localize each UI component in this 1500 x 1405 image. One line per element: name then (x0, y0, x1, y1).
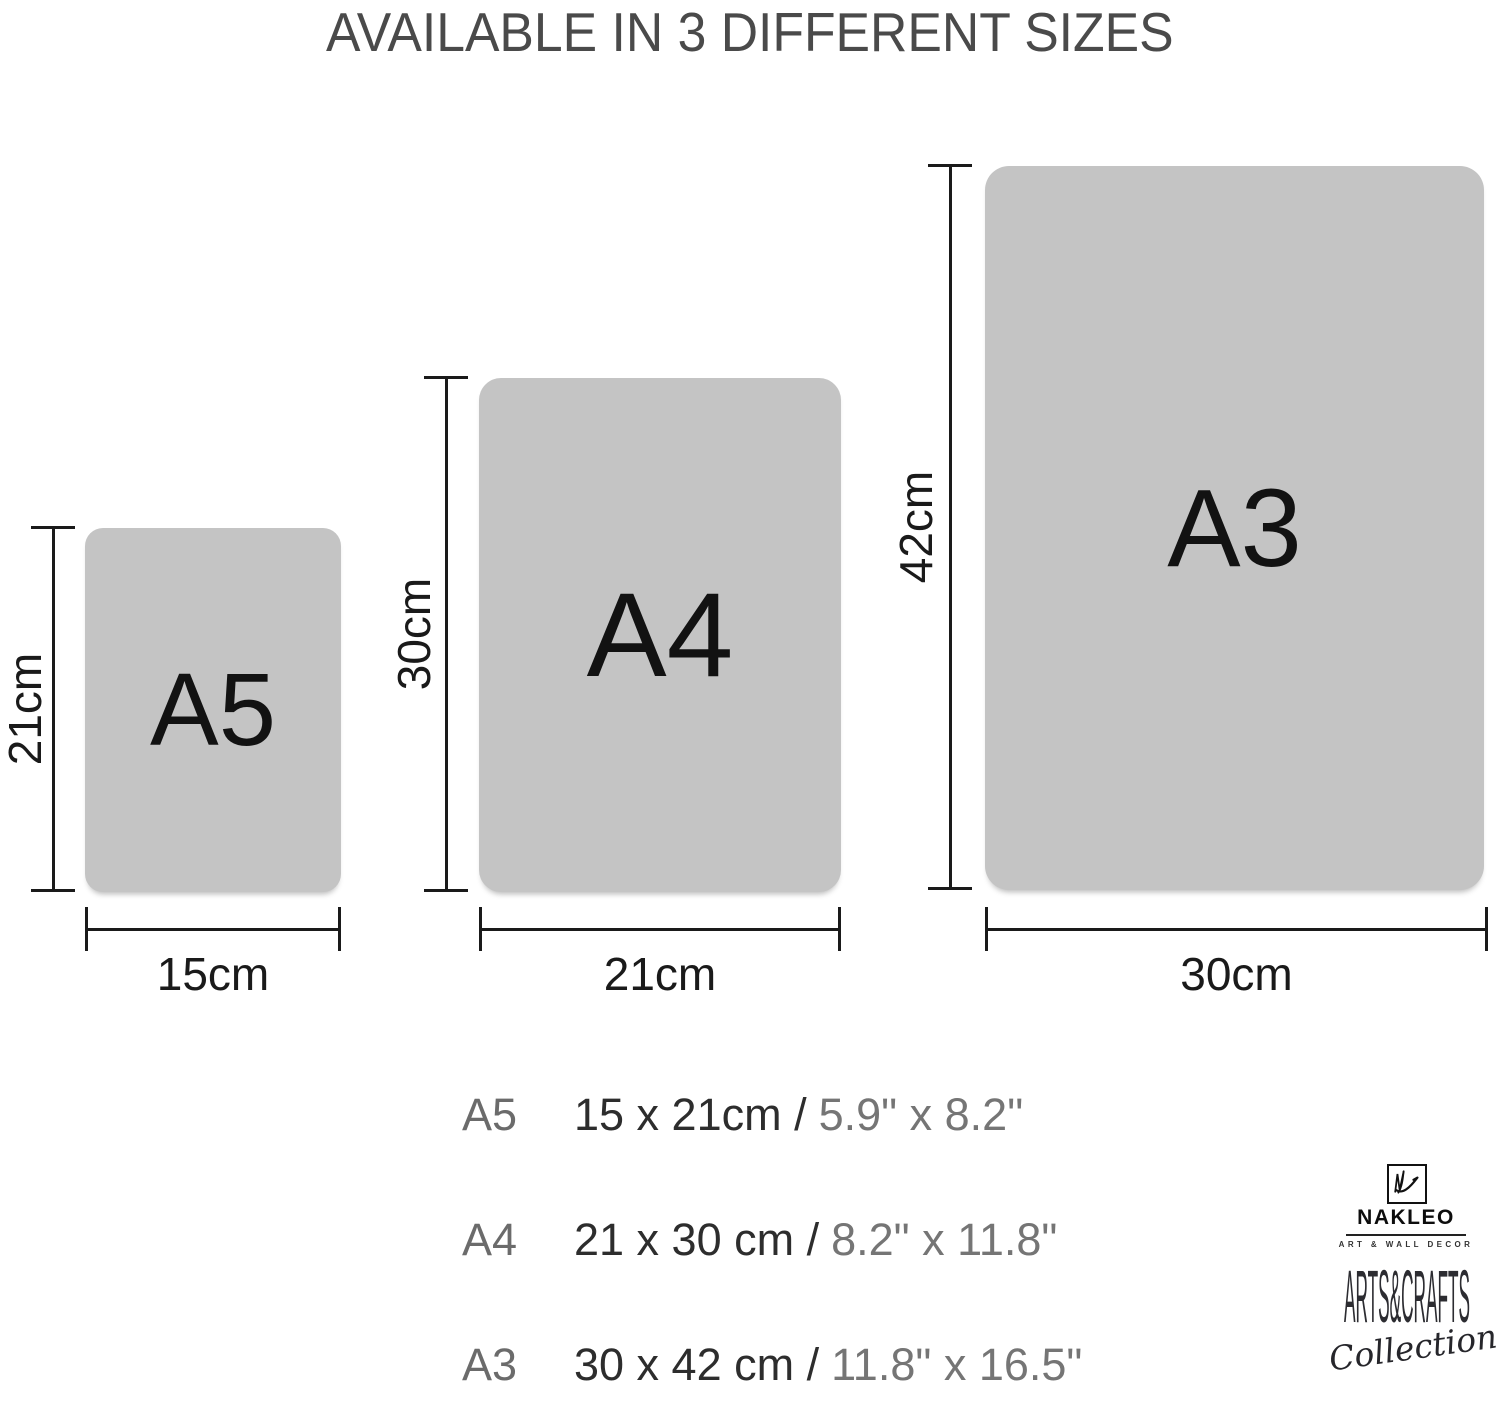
paper-a5: A5 (85, 528, 341, 892)
size-imperial: 5.9" x 8.2" (818, 1089, 1024, 1140)
dimension-line (51, 526, 55, 892)
arts-and-crafts-wordmark: ARTS&CRAFTS (1344, 1255, 1472, 1338)
a5-height-label: 21cm (0, 652, 51, 766)
dimension-tick (838, 907, 841, 951)
brand-divider (1346, 1234, 1466, 1236)
dimension-tick (338, 907, 341, 951)
arts-and-crafts-text: ARTS&CRAFTS (1344, 1266, 1470, 1330)
dimension-line (444, 376, 448, 892)
paper-a4-label: A4 (586, 568, 734, 702)
size-imperial: 8.2" x 11.8" (831, 1214, 1058, 1265)
a4-height-label: 30cm (388, 577, 440, 691)
a5-height-dimension-line (31, 526, 75, 892)
paper-a3: A3 (985, 166, 1484, 890)
paper-a3-label: A3 (1167, 466, 1302, 590)
brand-tagline: ART & WALL DECOR (1338, 1240, 1474, 1249)
a4-height-dimension-line (424, 376, 468, 892)
dimension-tick (424, 889, 468, 892)
size-metric: 21 x 30 cm / (574, 1214, 820, 1265)
a4-width-label: 21cm (603, 948, 717, 1000)
dimension-tick (928, 887, 972, 890)
page-title: AVAILABLE IN 3 DIFFERENT SIZES (0, 0, 1500, 70)
dimension-line (985, 927, 1488, 931)
dimension-tick (1485, 907, 1488, 951)
a5-width-label: 15cm (156, 948, 270, 1000)
size-list-row-a5: A5 15 x 21cm / 5.9" x 8.2" (462, 1092, 1082, 1138)
dimension-tick (31, 889, 75, 892)
size-list-row-a3: A3 30 x 42 cm / 11.8" x 16.5" (462, 1342, 1082, 1388)
page-title-text: AVAILABLE IN 3 DIFFERENT SIZES (326, 1, 1174, 63)
a3-height-label: 42cm (890, 470, 942, 584)
a3-width-dimension-line (985, 907, 1488, 951)
size-imperial: 11.8" x 16.5" (831, 1339, 1083, 1390)
brand-name: NAKLEO (1357, 1206, 1455, 1229)
dimension-line (85, 927, 341, 931)
paper-a4: A4 (479, 378, 841, 892)
paper-a5-label: A5 (150, 652, 276, 767)
a5-width-dimension-line (85, 907, 341, 951)
size-code: A3 (462, 1339, 518, 1390)
nakleo-monogram-icon (1387, 1164, 1427, 1204)
size-code: A4 (462, 1214, 518, 1265)
size-list-row-a4: A4 21 x 30 cm / 8.2" x 11.8" (462, 1217, 1082, 1263)
size-code: A5 (462, 1089, 518, 1140)
dimension-line (479, 927, 841, 931)
size-metric: 15 x 21cm / (574, 1089, 807, 1140)
dimension-line (948, 164, 952, 890)
size-list: A5 15 x 21cm / 5.9" x 8.2" A4 21 x 30 cm… (462, 1092, 1082, 1388)
a3-width-label: 30cm (1180, 948, 1293, 1000)
size-metric: 30 x 42 cm / (574, 1339, 820, 1390)
a3-height-dimension-line (928, 164, 972, 890)
a4-width-dimension-line (479, 907, 841, 951)
